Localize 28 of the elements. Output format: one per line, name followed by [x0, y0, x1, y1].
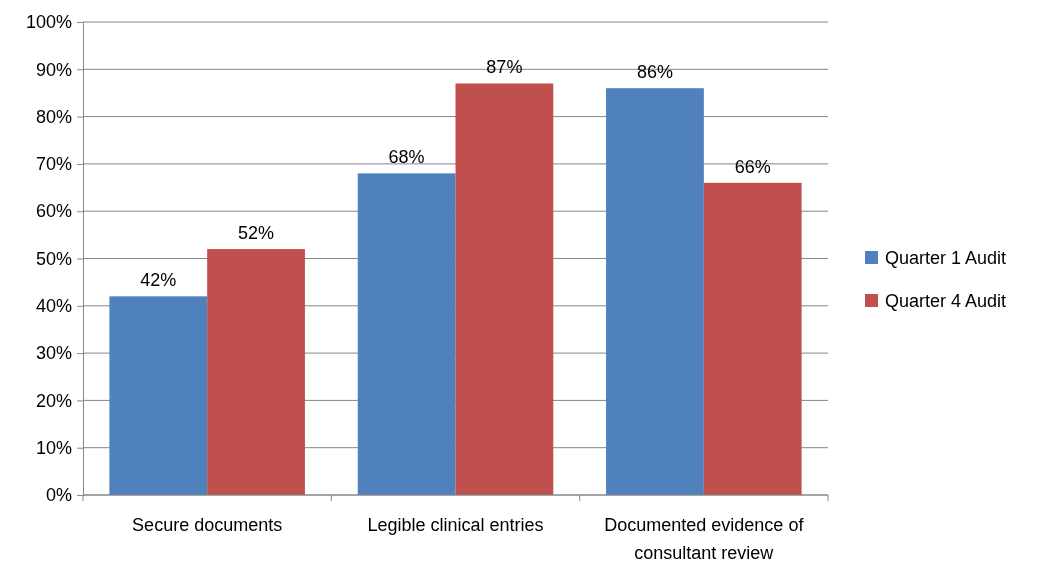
y-tick-label: 100%: [25, 12, 72, 33]
bar: [109, 296, 208, 495]
y-tick-label: 30%: [35, 343, 72, 364]
y-tick-label: 50%: [35, 248, 72, 269]
data-label: 66%: [734, 156, 771, 177]
bar: [357, 173, 456, 495]
x-tick-label: Secure documents: [132, 515, 283, 535]
x-tick-label: Documented evidence of consultant review: [604, 515, 805, 563]
bar: [606, 88, 704, 495]
data-label: 86%: [636, 62, 673, 83]
bar: [207, 249, 305, 495]
y-tick-label: 80%: [35, 106, 72, 127]
data-label: 87%: [486, 57, 523, 78]
x-tick-label: Legible clinical entries: [367, 515, 544, 535]
bar: [703, 182, 802, 495]
legend-label: Quarter 4 Audit: [885, 291, 1007, 312]
data-label: 68%: [388, 147, 425, 168]
legend-label: Quarter 1 Audit: [885, 248, 1007, 269]
y-tick-label: 10%: [35, 437, 72, 458]
y-tick-label: 60%: [35, 201, 72, 222]
y-tick-label: 90%: [35, 59, 72, 80]
data-label: 52%: [238, 223, 275, 244]
y-tick-label: 20%: [35, 390, 72, 411]
y-tick-label: 40%: [35, 296, 72, 317]
y-tick-label: 70%: [35, 154, 72, 175]
y-tick-label: 0%: [45, 485, 72, 506]
data-label: 42%: [140, 270, 177, 291]
bar: [455, 83, 554, 495]
